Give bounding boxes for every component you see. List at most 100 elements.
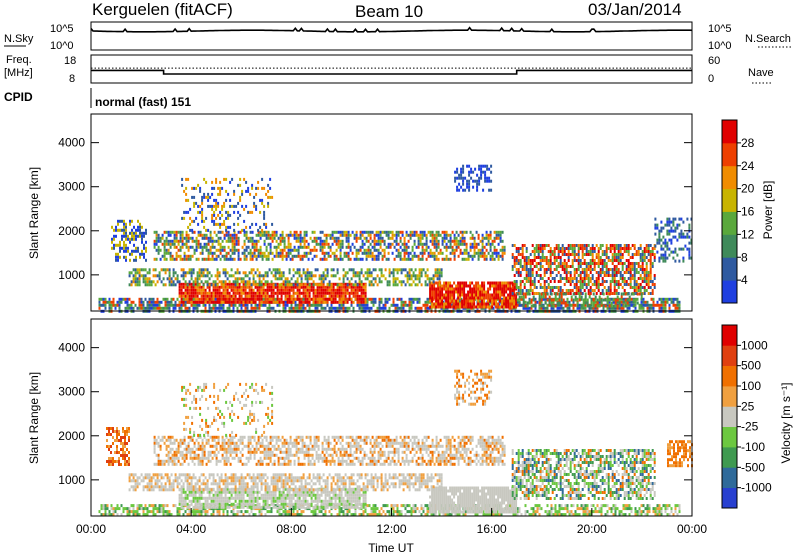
range-cell: [513, 293, 516, 297]
range-cell: [647, 250, 650, 253]
range-cell: [478, 182, 481, 186]
range-cell: [302, 300, 305, 304]
range-cell: [485, 290, 488, 294]
range-cell: [260, 294, 263, 298]
range-cell: [481, 251, 484, 255]
range-cell: [294, 285, 297, 289]
range-cell: [617, 259, 620, 262]
range-cell: [549, 250, 552, 253]
range-cell: [468, 179, 471, 183]
range-cell: [437, 299, 440, 303]
range-cell: [264, 297, 267, 301]
range-cell: [545, 286, 548, 289]
range-cell: [118, 300, 121, 304]
range-cell: [420, 306, 423, 310]
range-cell: [210, 297, 213, 301]
range-cell: [245, 254, 248, 258]
range-cell: [475, 242, 478, 246]
range-cell: [203, 177, 206, 181]
range-cell: [144, 297, 147, 301]
range-cell: [547, 250, 550, 253]
range-cell: [247, 251, 250, 255]
range-cell: [329, 236, 332, 240]
range-cell: [587, 268, 590, 271]
range-cell: [637, 247, 640, 250]
range-cell: [389, 245, 392, 249]
range-cell: [288, 291, 291, 295]
range-cell: [599, 268, 602, 271]
range-cell: [427, 251, 430, 255]
range-cell: [314, 303, 317, 307]
range-cell: [407, 251, 410, 255]
range-cell: [312, 294, 315, 298]
range-cell: [98, 303, 101, 307]
range-cell: [480, 164, 483, 168]
range-cell: [294, 303, 297, 307]
range-cell: [603, 274, 606, 277]
range-cell: [269, 242, 272, 246]
range-cell: [425, 248, 428, 252]
range-cell: [398, 297, 401, 301]
range-cell: [458, 173, 461, 177]
range-cell: [591, 256, 594, 259]
range-cell: [268, 285, 271, 289]
range-cell: [182, 282, 185, 286]
range-cell: [343, 254, 346, 258]
range-cell: [539, 256, 542, 259]
range-cell: [161, 236, 164, 240]
range-cell: [326, 271, 329, 275]
range-cell: [632, 298, 635, 302]
range-cell: [366, 274, 369, 278]
range-cell: [461, 230, 464, 234]
range-cell: [482, 164, 485, 168]
range-cell: [115, 255, 117, 259]
range-cell: [643, 274, 646, 277]
range-cell: [344, 297, 347, 301]
range-cell: [467, 254, 470, 258]
range-cell: [566, 306, 569, 310]
range-cell: [589, 286, 592, 289]
range-cell: [606, 301, 609, 305]
range-cell: [529, 265, 532, 268]
range-cell: [191, 254, 194, 258]
range-cell: [638, 306, 641, 310]
range-cell: [320, 300, 323, 304]
range-cell: [136, 277, 139, 281]
range-cell: [641, 253, 644, 256]
range-cell: [177, 254, 180, 258]
range-cell: [303, 254, 306, 258]
range-cell: [396, 277, 399, 281]
range-cell: [641, 250, 644, 253]
range-cell: [522, 295, 525, 299]
range-cell: [431, 254, 434, 258]
range-cell: [223, 201, 226, 205]
range-cell: [320, 285, 323, 289]
range-cell: [637, 286, 640, 289]
range-cell: [388, 268, 391, 272]
range-cell: [360, 294, 363, 298]
range-cell: [248, 291, 251, 295]
range-cell: [585, 286, 588, 289]
range-cell: [249, 225, 252, 229]
range-cell: [593, 259, 596, 262]
range-cell: [213, 210, 216, 214]
range-cell: [600, 301, 603, 305]
range-cell: [658, 306, 661, 310]
range-cell: [343, 233, 346, 237]
range-cell: [328, 285, 331, 289]
range-cell: [463, 239, 466, 243]
range-cell: [253, 195, 256, 199]
range-cell: [354, 285, 357, 289]
range-cell: [324, 288, 327, 292]
range-cell: [645, 262, 648, 265]
range-cell: [465, 305, 468, 309]
range-cell: [140, 297, 143, 301]
range-cell: [461, 284, 464, 288]
range-cell: [453, 257, 456, 261]
range-cell: [423, 230, 426, 234]
range-cell: [567, 259, 570, 262]
range-cell: [345, 254, 348, 258]
range-cell: [204, 300, 207, 304]
range-cell: [379, 239, 382, 243]
range-cell: [515, 296, 518, 300]
